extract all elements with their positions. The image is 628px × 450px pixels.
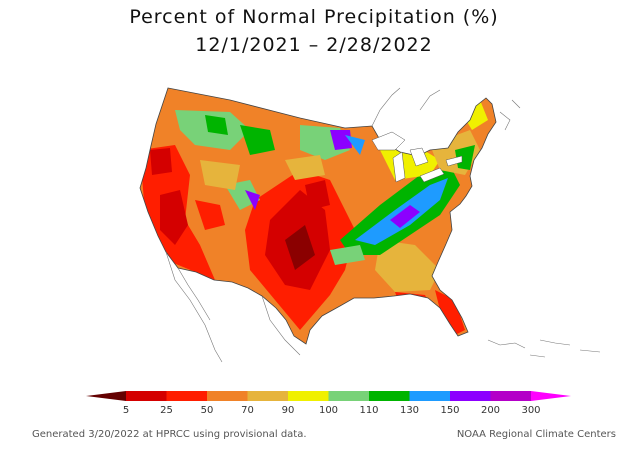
legend-overflow-arrow bbox=[531, 391, 571, 401]
map-date-range: 12/1/2021 – 2/28/2022 bbox=[195, 34, 433, 56]
generated-note: Generated 3/20/2022 at HPRCC using provi… bbox=[32, 429, 307, 440]
legend-tick-label: 50 bbox=[201, 405, 214, 416]
legend-swatch bbox=[288, 391, 329, 401]
legend-swatch bbox=[490, 391, 532, 401]
legend-swatch bbox=[328, 391, 370, 401]
legend-tick-label: 100 bbox=[319, 405, 338, 416]
lake-huron bbox=[409, 147, 429, 167]
source-credit: NOAA Regional Climate Centers bbox=[456, 429, 616, 440]
legend-tick-label: 200 bbox=[481, 405, 500, 416]
us-outline bbox=[139, 87, 497, 345]
legend-tick-label: 70 bbox=[241, 405, 254, 416]
lake-erie bbox=[419, 167, 445, 183]
legend-swatch bbox=[247, 391, 289, 401]
legend-swatch bbox=[409, 391, 451, 401]
legend-tick-label: 130 bbox=[400, 405, 419, 416]
legend-tick-label: 110 bbox=[359, 405, 378, 416]
legend-tick-label: 300 bbox=[521, 405, 540, 416]
lake-michigan bbox=[392, 151, 406, 183]
legend-tick-label: 90 bbox=[282, 405, 295, 416]
neighbor-outlines bbox=[165, 87, 601, 363]
legend-swatch bbox=[207, 391, 248, 401]
lake-superior bbox=[371, 131, 406, 151]
lake-ontario bbox=[445, 155, 463, 167]
legend-tick-label: 25 bbox=[160, 405, 173, 416]
legend-swatch bbox=[166, 391, 208, 401]
map-title: Percent of Normal Precipitation (%) bbox=[129, 6, 499, 28]
legend-swatch bbox=[450, 391, 491, 401]
legend-swatch bbox=[126, 391, 167, 401]
legend-tick-label: 5 bbox=[123, 405, 129, 416]
legend-underflow-arrow bbox=[86, 391, 126, 401]
legend-tick-label: 150 bbox=[440, 405, 459, 416]
legend-swatch bbox=[369, 391, 410, 401]
